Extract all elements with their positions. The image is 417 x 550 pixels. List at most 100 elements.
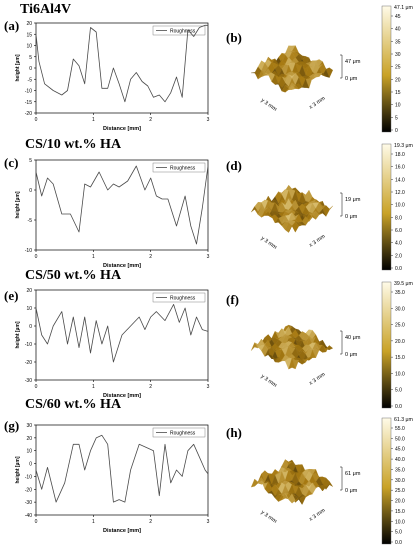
colorbar-tick-label: 40.0 xyxy=(395,457,405,463)
colorbar-max-label: 19.3 μm xyxy=(394,143,413,149)
legend-box xyxy=(152,25,206,36)
x-axis-label: Distance [mm] xyxy=(103,263,141,269)
y-tick-label: -15 xyxy=(25,100,32,106)
panel-label-h: (h) xyxy=(226,425,242,440)
afm-surface-d: 19.3 μm 18.0 16.0 14.0 12.0 10.0 8.0 6.0 4.0 2.0 0… xyxy=(251,143,413,272)
y-axis-label: height [µm] xyxy=(15,54,21,81)
panel-label-a: (a) xyxy=(4,18,20,33)
afm-surface-mesh xyxy=(251,185,333,233)
y-tick-label: -10 xyxy=(25,474,32,480)
y-axis-label: y 3 mm xyxy=(259,98,278,113)
colorbar-tick-label: 15 xyxy=(395,90,401,96)
y-tick-label: 20 xyxy=(26,21,32,27)
colorbar-max-label: 47.1 μm xyxy=(394,5,413,11)
colorbar-tick-label: 15.0 xyxy=(395,355,405,361)
panel-label-d: (d) xyxy=(226,158,242,173)
roughness-profile-chart-g: -40 -30 -20 -10 0 10 20 30 0 1 2 3 Distance [mm] heig… xyxy=(15,423,210,534)
legend-box xyxy=(152,292,206,303)
y-axis-label: height [µm] xyxy=(15,191,21,218)
y-tick-label: -10 xyxy=(25,342,32,348)
x-tick-label: 1 xyxy=(92,384,95,390)
legend-box xyxy=(152,162,206,173)
colorbar-tick-label: 55.0 xyxy=(395,426,405,432)
x-tick-label: 2 xyxy=(149,384,152,390)
colorbar-tick-label: 45 xyxy=(395,14,401,20)
y-axis-label: y 3 mm xyxy=(259,374,278,389)
panel-label-c: (c) xyxy=(4,155,19,170)
height-zero-label: 0 μm xyxy=(345,76,358,82)
x-axis-label: x 3 mm xyxy=(308,233,327,248)
colorbar-tick-label: 30 xyxy=(395,52,401,58)
roughness-series-line xyxy=(35,303,209,363)
y-axis-label: y 3 mm xyxy=(259,236,278,251)
colorbar-tick-label: 12.0 xyxy=(395,190,405,196)
x-tick-label: 3 xyxy=(207,384,210,390)
afm-surface-patch xyxy=(288,84,296,90)
colorbar-tick-label: 35.0 xyxy=(395,467,405,473)
colorbar xyxy=(381,417,392,545)
y-tick-label: 30 xyxy=(26,423,32,429)
x-tick-label: 0 xyxy=(35,384,38,390)
y-tick-label: -20 xyxy=(25,111,32,117)
y-tick-label: -30 xyxy=(25,500,32,506)
plot-frame xyxy=(35,289,209,381)
colorbar-tick-label: 10.0 xyxy=(395,371,405,377)
plot-frame xyxy=(35,159,209,251)
x-tick-label: 2 xyxy=(149,117,152,123)
colorbar-tick-label: 20 xyxy=(395,77,401,83)
roughness-profile-chart-c: -10 -5 0 5 0 1 2 3 Distance [mm] height [µm] Rough… xyxy=(15,158,210,269)
colorbar-tick-label: 0.0 xyxy=(395,266,402,272)
x-tick-label: 1 xyxy=(92,117,95,123)
panel-label-f: (f) xyxy=(226,292,239,307)
colorbar-tick-label: 20.0 xyxy=(395,499,405,505)
legend-box xyxy=(152,427,206,438)
x-tick-label: 3 xyxy=(207,117,210,123)
y-tick-label: 5 xyxy=(29,158,32,164)
height-max-label: 40 μm xyxy=(345,335,361,341)
colorbar-tick-label: 40 xyxy=(395,27,401,33)
panel-label-e: (e) xyxy=(4,288,19,303)
y-tick-label: -30 xyxy=(25,378,32,384)
afm-surface-patch xyxy=(288,493,296,504)
height-zero-label: 0 μm xyxy=(345,214,358,220)
x-axis-label: Distance [mm] xyxy=(103,528,141,534)
colorbar-tick-label: 25.0 xyxy=(395,488,405,494)
afm-surface-patch xyxy=(288,225,296,233)
y-tick-label: -20 xyxy=(25,360,32,366)
colorbar-tick-label: 10 xyxy=(395,103,401,109)
section-title-cs50: CS/50 wt.% HA xyxy=(25,268,122,283)
colorbar-tick-label: 10.0 xyxy=(395,519,405,525)
colorbar-tick-label: 10.0 xyxy=(395,203,405,209)
y-tick-label: 15 xyxy=(26,32,32,38)
colorbar-tick-label: 20.0 xyxy=(395,339,405,345)
afm-surface-h: 61.3 μm 55.0 50.0 45.0 40.0 35.0 30.0 25.0 20.0 1… xyxy=(250,417,413,546)
y-tick-label: -40 xyxy=(25,513,32,519)
legend-label: Roughness xyxy=(170,296,196,302)
colorbar-tick-label: 5.0 xyxy=(395,530,402,536)
roughness-series-line xyxy=(35,165,209,245)
x-tick-label: 3 xyxy=(207,254,210,260)
x-tick-label: 0 xyxy=(35,519,38,525)
section-title-cs60: CS/60 wt.% HA xyxy=(25,397,122,412)
y-tick-label: -20 xyxy=(25,487,32,493)
colorbar-tick-label: 45.0 xyxy=(395,447,405,453)
colorbar-tick-label: 50.0 xyxy=(395,436,405,442)
x-tick-label: 0 xyxy=(35,117,38,123)
afm-surface-f: 39.5 μm 35.0 30.0 25.0 20.0 15.0 10.0 5.0 0.0 40 … xyxy=(251,281,413,410)
roughness-series-line xyxy=(35,24,208,103)
colorbar xyxy=(381,143,392,271)
colorbar-tick-label: 0.0 xyxy=(395,404,402,410)
y-tick-label: -10 xyxy=(25,89,32,95)
legend-label: Roughness xyxy=(170,431,196,437)
x-tick-label: 3 xyxy=(207,519,210,525)
y-tick-label: 20 xyxy=(26,436,32,442)
x-tick-label: 1 xyxy=(92,254,95,260)
colorbar xyxy=(381,5,392,133)
y-axis-label: height [µm] xyxy=(15,321,21,348)
colorbar-tick-label: 15.0 xyxy=(395,509,405,515)
height-zero-label: 0 μm xyxy=(345,488,358,494)
x-tick-label: 2 xyxy=(149,254,152,260)
colorbar-tick-label: 5 xyxy=(395,115,398,121)
roughness-profile-chart-e: -30 -20 -10 0 10 20 0 1 2 3 Distance [mm] height [µ… xyxy=(15,288,210,399)
colorbar-tick-label: 14.0 xyxy=(395,177,405,183)
